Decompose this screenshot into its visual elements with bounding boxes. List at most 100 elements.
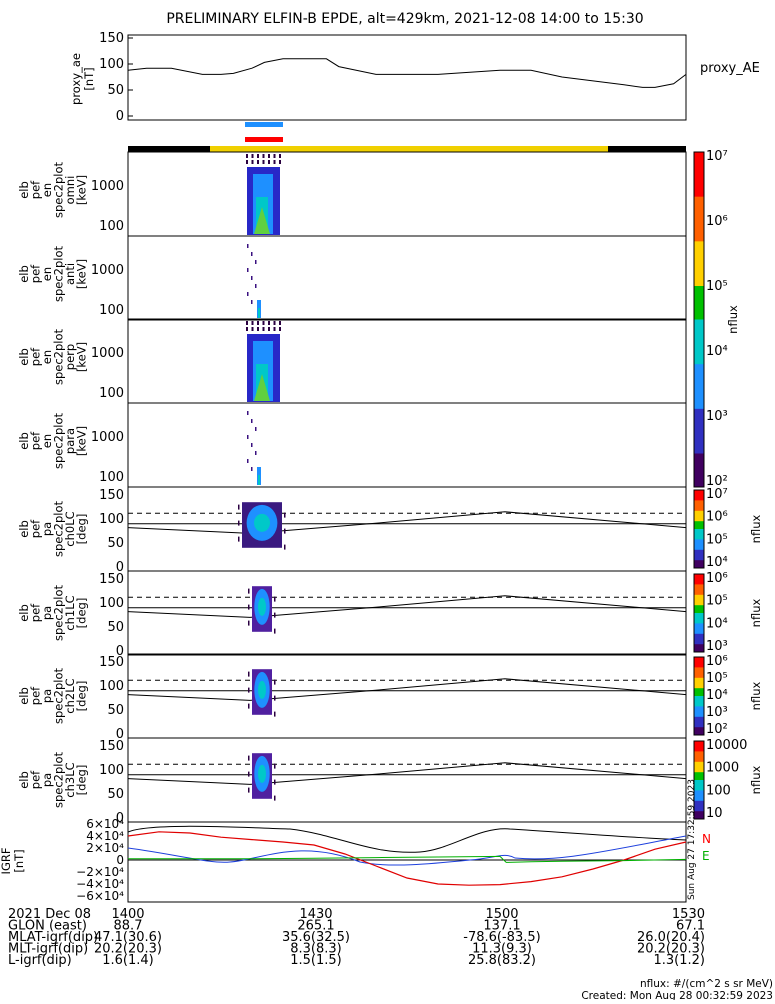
colorbar-cell xyxy=(694,152,704,164)
omni-ylabel-line: en xyxy=(40,183,54,197)
colorbar-cell xyxy=(694,623,704,627)
colorbar-cell xyxy=(694,364,704,376)
panel-frame xyxy=(127,318,687,404)
colorbar-tick-label: 10⁴ xyxy=(706,344,728,359)
pa-tick-label: 150 xyxy=(99,488,124,503)
energy-tick-label: 100 xyxy=(99,303,124,318)
colorbar-pa0: 10⁷ 10⁶ 10⁵ 10⁴ nflux xyxy=(693,487,763,570)
spectrogram-flux-high xyxy=(258,475,260,485)
anti-ylabel-line: elb xyxy=(17,265,31,283)
para-ylabel-line: elb xyxy=(17,432,31,450)
pitch-angle-ch0: elbpefpaspec2plotch0LC[deg]15010050010⁷1… xyxy=(17,486,763,575)
ch2-ylabel-line: [deg] xyxy=(75,681,89,712)
colorbar-cell xyxy=(694,636,704,640)
spectrogram-cell xyxy=(257,154,259,158)
colorbar-cell xyxy=(694,724,704,728)
colorbar-cell xyxy=(694,308,704,320)
spectrogram-cell xyxy=(268,327,270,331)
colorbar-cell xyxy=(694,701,704,705)
colorbar-cell xyxy=(694,719,704,723)
para-ylabel-line: en xyxy=(40,434,54,448)
colorbar-cell xyxy=(694,696,704,700)
colorbar-tick-label: 10 xyxy=(706,806,723,821)
pa-flux-peak xyxy=(254,513,270,532)
colorbar-cell xyxy=(694,698,704,702)
proxy-ae-tick-label: 100 xyxy=(99,57,124,72)
colorbar-cell xyxy=(694,748,704,752)
colorbar-cell xyxy=(694,808,704,812)
colorbar-cell xyxy=(694,787,704,791)
plot-title: PRELIMINARY ELFIN-B EPDE, alt=429km, 202… xyxy=(166,11,643,27)
colorbar-tick-label: 10⁷ xyxy=(706,487,728,502)
pa-flux-cell xyxy=(238,536,240,542)
colorbar-cell xyxy=(694,600,704,604)
colorbar-cell xyxy=(694,581,704,585)
colorbar-cell xyxy=(694,375,704,387)
igrf-tick-label: 2×10⁴ xyxy=(86,841,124,855)
colorbar-cell xyxy=(694,798,704,802)
perp-ylabel-line: elb xyxy=(17,348,31,366)
spectrogram-cell xyxy=(247,268,249,272)
pa-flux-cell xyxy=(284,512,286,518)
footer-cell: 88.7 xyxy=(114,919,143,934)
pa-flux-cell xyxy=(248,771,250,777)
colorbar-cell xyxy=(694,680,704,684)
colorbar-cell xyxy=(694,803,704,807)
colorbar-cell xyxy=(694,500,704,504)
colorbar-cell xyxy=(694,756,704,760)
pa-flux-cell xyxy=(274,695,276,701)
footer-cell: 20.2(20.3) xyxy=(637,942,705,957)
colorbar-cell xyxy=(694,594,704,598)
colorbar-frame xyxy=(693,573,705,653)
colorbar-cell xyxy=(694,607,704,611)
spectrogram-cell xyxy=(251,467,253,471)
energy-tick-label: 100 xyxy=(99,219,124,234)
colorbar-cell xyxy=(694,513,704,517)
perp-ylabel-line: perp xyxy=(63,344,77,370)
pa-flux-cell xyxy=(274,779,276,785)
ch2-ylabel-line: spec2plot xyxy=(52,667,66,724)
colorbar-cell xyxy=(694,386,704,399)
colorbar-cell xyxy=(694,610,704,614)
pa-flux-cell xyxy=(248,755,250,761)
colorbar-cell xyxy=(694,589,704,593)
pitch-angle-ch1: elbpefpaspec2plotch1LC[deg]15010050010⁶1… xyxy=(17,570,763,659)
igrf-series-e xyxy=(128,855,687,863)
pa-tick-label: 150 xyxy=(99,739,124,754)
spectrogram-cell xyxy=(273,321,276,325)
omni-ylabel-line: [keV] xyxy=(75,175,89,205)
spectrogram-cell xyxy=(257,327,259,331)
pa-flux-cell xyxy=(238,504,240,510)
colorbar-cell xyxy=(694,163,704,175)
colorbar-frame xyxy=(693,151,705,488)
colorbar-cell xyxy=(694,631,704,635)
para-ylabel-line: pef xyxy=(29,431,43,450)
energy-tick-label: 100 xyxy=(99,470,124,485)
colorbar-cell xyxy=(694,633,704,637)
pa-flux-cell xyxy=(274,679,276,685)
pa-flux-cell xyxy=(248,588,250,594)
colorbar-cell xyxy=(694,252,704,265)
colorbar-tick-label: 10⁴ xyxy=(706,555,728,570)
colorbar-cell xyxy=(694,542,704,546)
spectrogram-cell xyxy=(255,284,257,288)
colorbar-cell xyxy=(694,495,704,499)
colorbar-cell xyxy=(694,464,704,477)
colorbar-cell xyxy=(694,562,704,566)
pa-flux-cell xyxy=(274,612,276,618)
colorbar-cell xyxy=(694,521,704,525)
pa-tick-label: 0 xyxy=(116,727,124,742)
energy-tick-label: 1000 xyxy=(91,430,124,445)
spectrogram-cell xyxy=(251,443,253,447)
colorbar-cell xyxy=(694,664,704,668)
colorbar-cell xyxy=(694,741,704,745)
colorbar-cell xyxy=(694,219,704,231)
colorbar-tick-label: 10⁵ xyxy=(706,279,728,294)
spectrogram-cell xyxy=(262,327,265,331)
spectrogram-cell xyxy=(246,160,248,164)
spectrogram-cell xyxy=(273,327,276,331)
proxy-ae-ylabel-line: [nT] xyxy=(82,67,96,90)
spectrogram-flux-high xyxy=(258,308,260,318)
